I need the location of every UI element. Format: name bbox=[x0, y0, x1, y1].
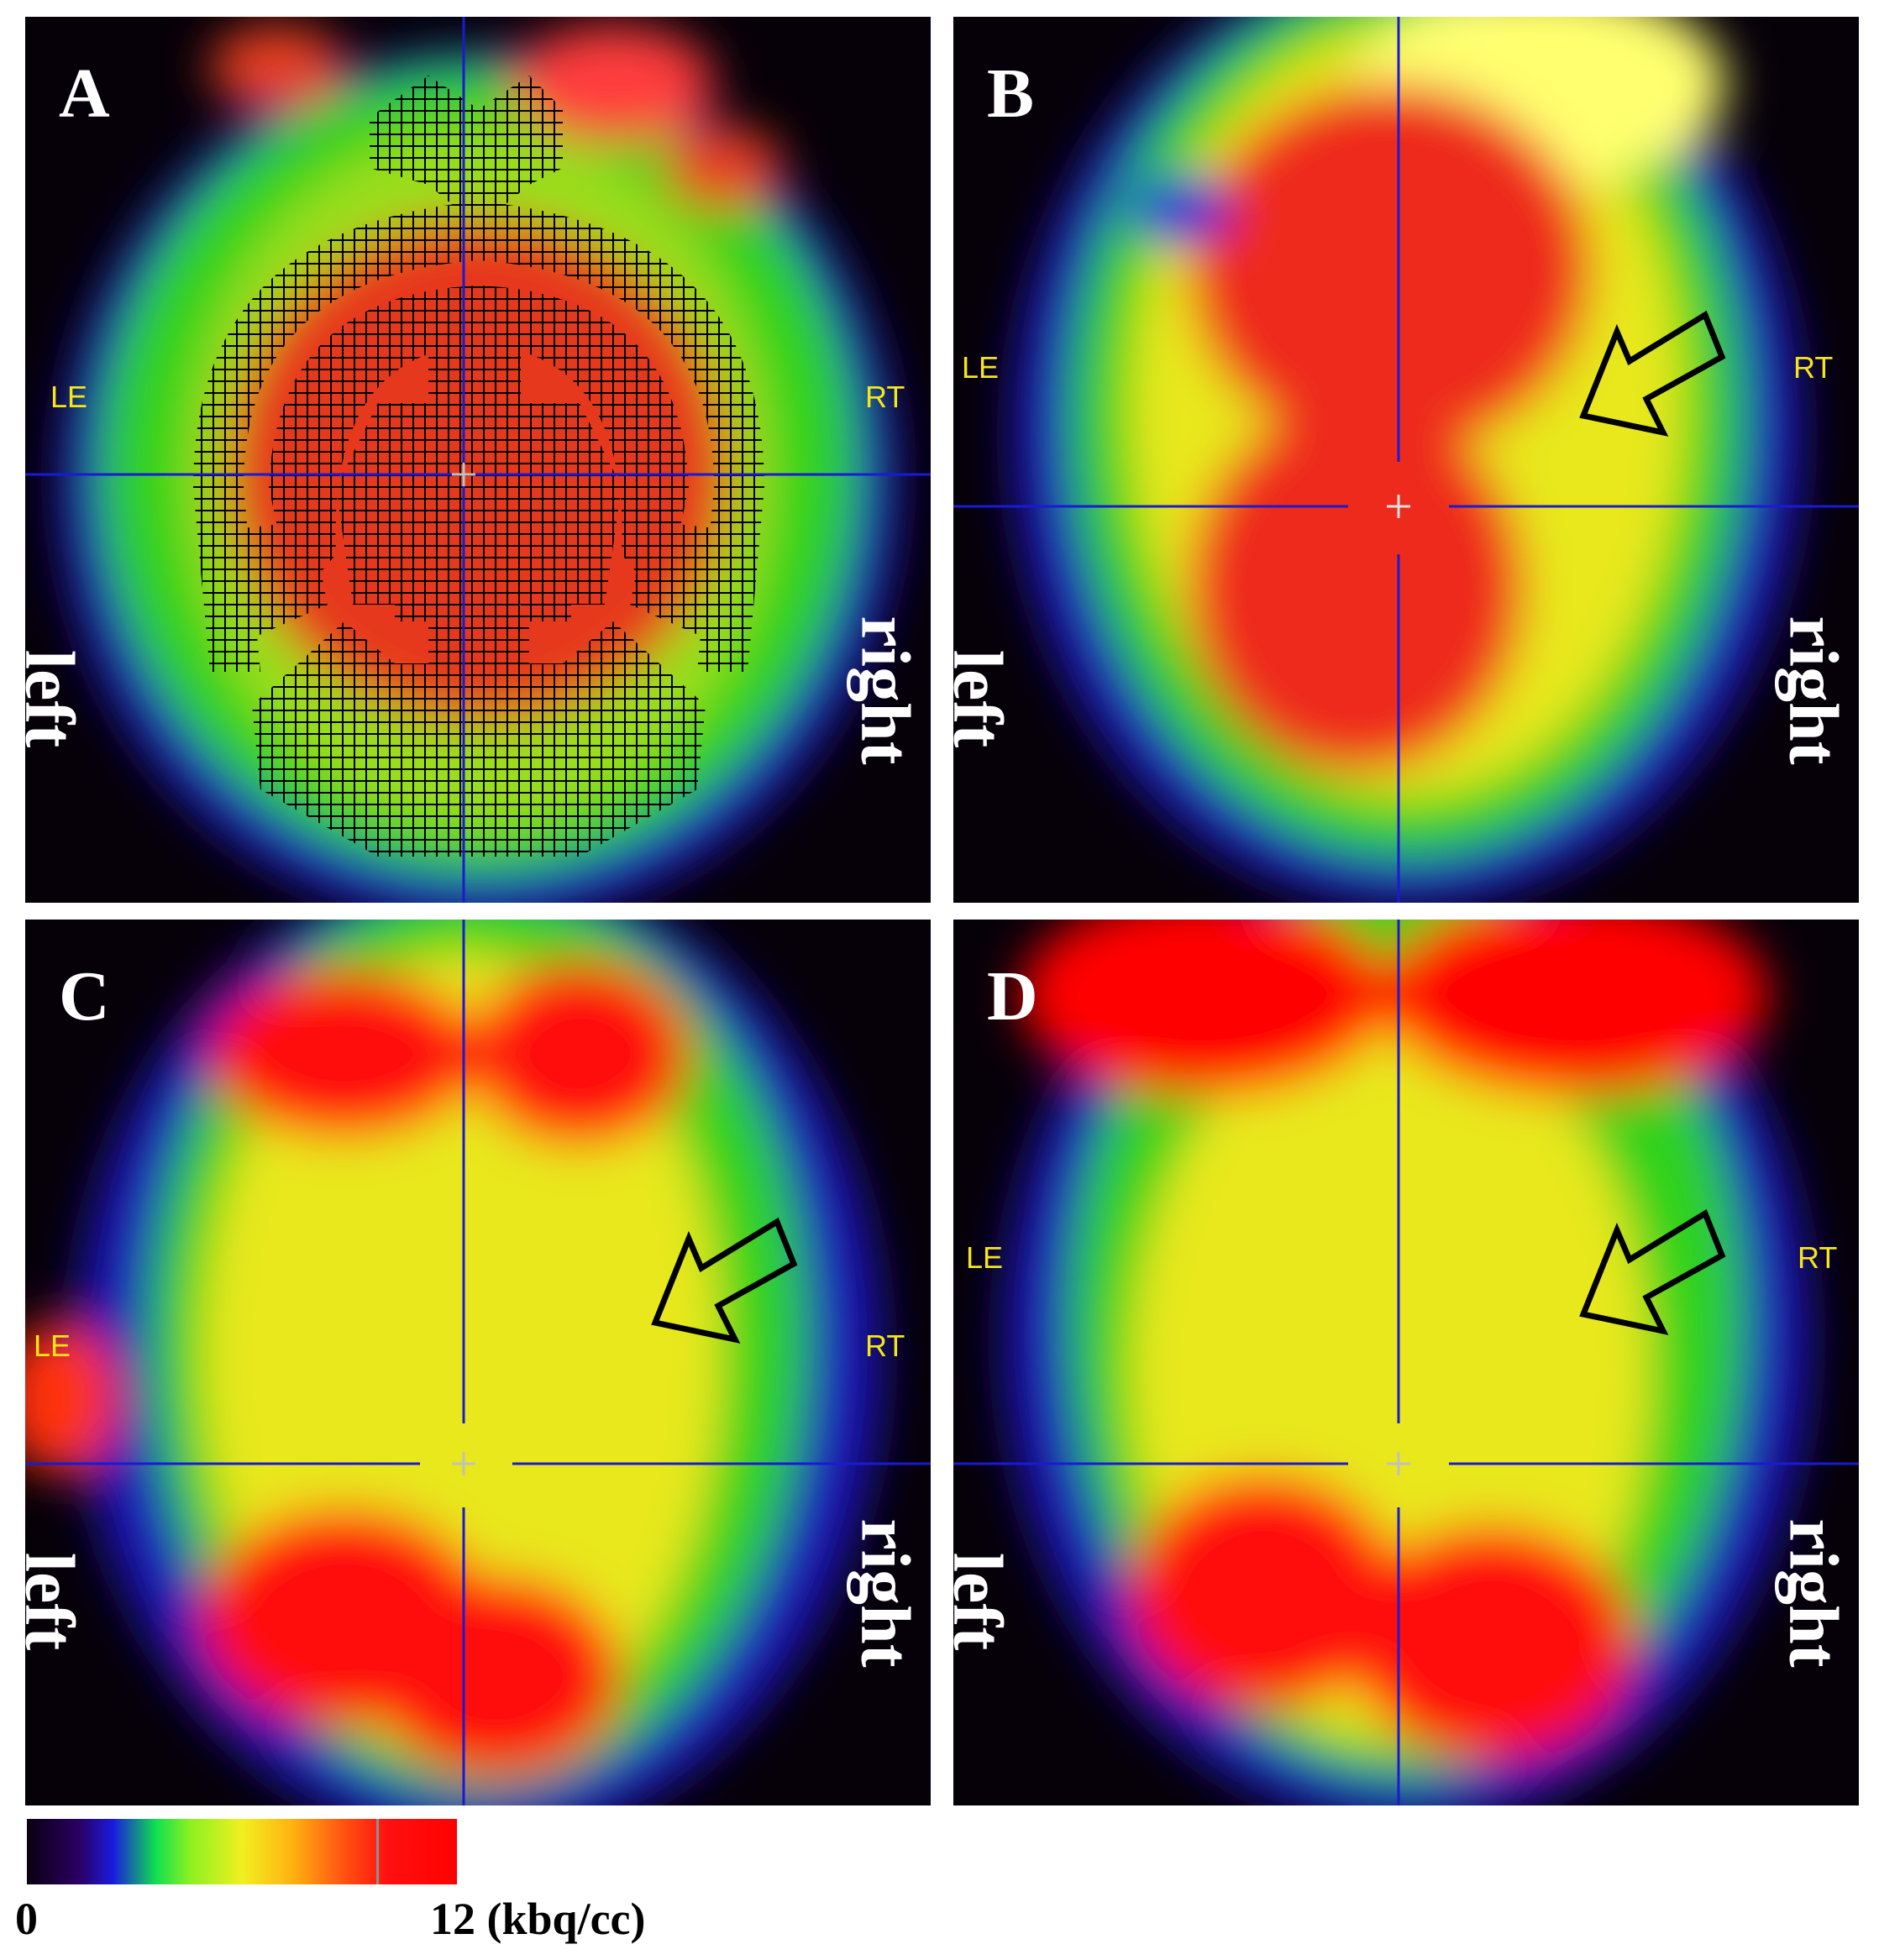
panel-letter: B bbox=[987, 55, 1035, 133]
pet-scan-a bbox=[25, 17, 931, 903]
panel-b: B LE RT left right bbox=[953, 17, 1859, 903]
arrow-indicator bbox=[651, 1217, 798, 1344]
side-label-left: left bbox=[25, 649, 89, 748]
pet-scan-b bbox=[953, 17, 1859, 903]
arrow-indicator bbox=[1579, 310, 1726, 437]
orientation-le: LE bbox=[50, 380, 88, 414]
side-label-right: right bbox=[1774, 616, 1853, 765]
orientation-le: LE bbox=[34, 1329, 71, 1363]
orientation-rt: RT bbox=[1798, 1240, 1838, 1275]
colorbar-min-label: 0 bbox=[15, 1894, 38, 1944]
side-label-right: right bbox=[846, 1518, 925, 1668]
orientation-rt: RT bbox=[865, 380, 905, 414]
colorbar-divider bbox=[376, 1819, 379, 1884]
side-label-left: left bbox=[953, 649, 1017, 748]
pet-scan-d bbox=[953, 920, 1859, 1805]
orientation-rt: RT bbox=[865, 1329, 905, 1363]
panel-a: A LE RT left right bbox=[25, 17, 931, 903]
panel-d: D LE RT left right bbox=[953, 920, 1859, 1805]
arrow-indicator bbox=[1579, 1208, 1726, 1335]
orientation-rt: RT bbox=[1793, 350, 1834, 385]
side-label-left: left bbox=[25, 1552, 89, 1651]
orientation-le: LE bbox=[962, 350, 1000, 385]
pet-scan-c bbox=[25, 920, 931, 1805]
panel-letter: A bbox=[59, 55, 110, 133]
side-label-right: right bbox=[1774, 1518, 1853, 1668]
colorbar bbox=[27, 1819, 457, 1884]
panel-c: C LE RT left right bbox=[25, 920, 931, 1805]
panel-letter: C bbox=[59, 957, 110, 1035]
side-label-left: left bbox=[953, 1552, 1017, 1651]
panel-letter: D bbox=[987, 957, 1038, 1035]
colorbar-max-label: 12 (kbq/cc) bbox=[430, 1894, 646, 1944]
orientation-le: LE bbox=[966, 1240, 1004, 1275]
side-label-right: right bbox=[846, 616, 925, 765]
